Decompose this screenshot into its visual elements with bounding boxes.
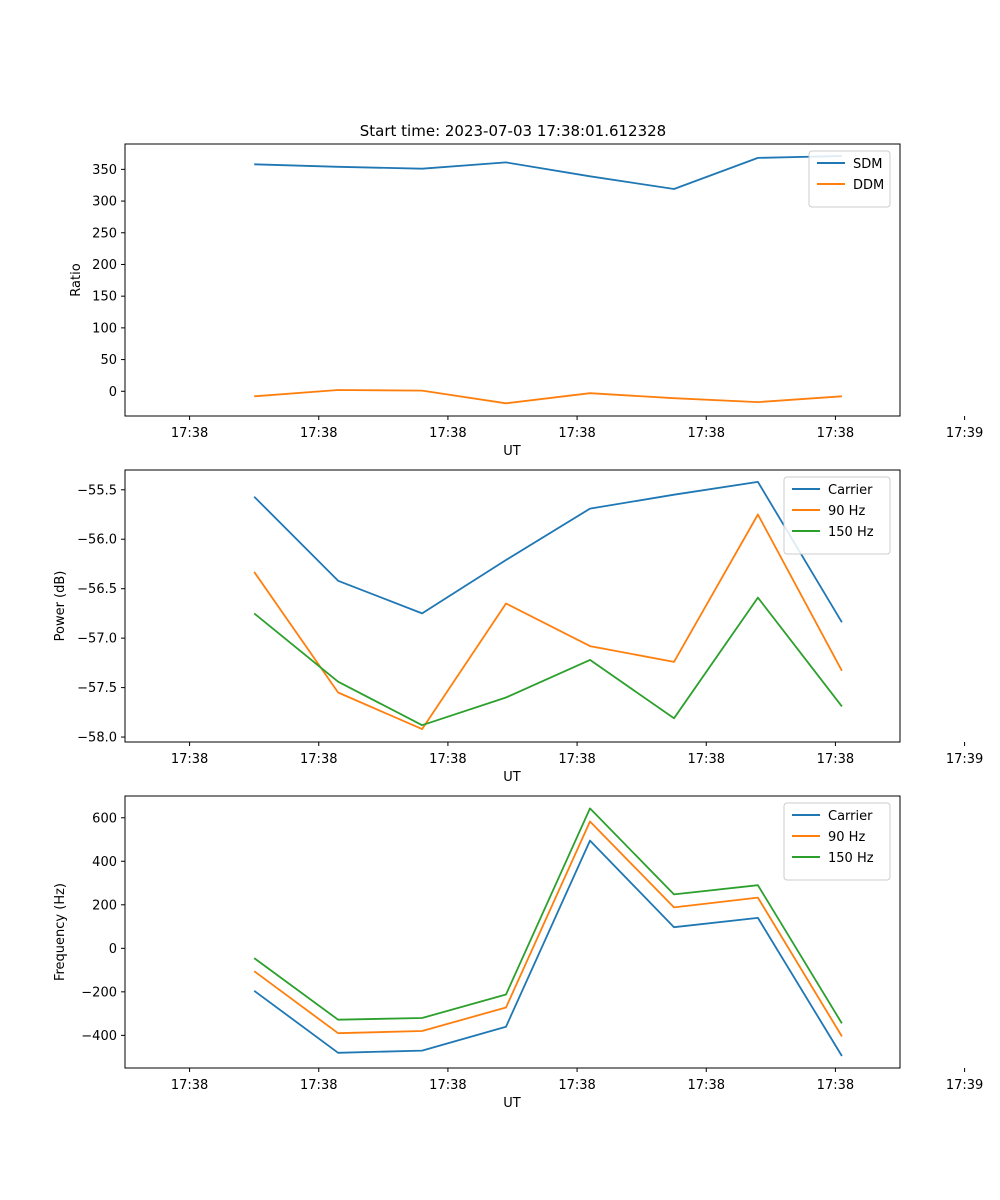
y-tick-label: −56.0 (77, 533, 117, 548)
legend-label: Carrier (828, 809, 873, 824)
x-tick-label: 17:38 (429, 752, 466, 767)
x-tick-label: 17:39 (946, 752, 983, 767)
y-tick-label: 0 (109, 942, 117, 957)
y-tick-label: 100 (92, 321, 117, 336)
x-tick-label: 17:38 (558, 426, 595, 441)
x-tick-label: 17:38 (171, 1078, 208, 1093)
x-tick-label: 17:38 (171, 752, 208, 767)
legend-label: Carrier (828, 483, 873, 498)
y-tick-label: −57.0 (77, 632, 117, 647)
y-tick-label: 250 (92, 226, 117, 241)
legend: Carrier 90 Hz 150 Hz (783, 476, 891, 555)
series-line-sdm (254, 155, 842, 190)
y-axis-label: Power (dB) (53, 571, 68, 642)
chart-panel-3: 17:38 17:38 17:38 17:38 17:38 17:38 17:39 −400 −… (53, 795, 983, 1111)
plot-frame (124, 143, 901, 417)
x-tick-label: 17:38 (558, 752, 595, 767)
y-tick-label: 350 (92, 163, 117, 178)
charts-container: 17:38 17:38 17:38 17:38 17:38 17:38 17:39 0 50 10… (53, 143, 983, 1111)
y-axis-label: Frequency (Hz) (53, 883, 68, 981)
plot-frame (124, 795, 901, 1069)
y-tick-label: 150 (92, 290, 117, 305)
x-tick-label: 17:38 (429, 426, 466, 441)
x-tick-label: 17:38 (300, 752, 337, 767)
y-tick-label: 200 (92, 898, 117, 913)
x-tick-label: 17:38 (688, 1078, 725, 1093)
x-tick-label: 17:38 (171, 426, 208, 441)
x-tick-label: 17:38 (688, 752, 725, 767)
plot-frame (124, 469, 901, 743)
legend-label: 90 Hz (828, 830, 865, 845)
x-tick-label: 17:38 (817, 752, 854, 767)
legend-label: 150 Hz (828, 851, 874, 866)
x-tick-label: 17:39 (946, 426, 983, 441)
x-tick-label: 17:38 (817, 1078, 854, 1093)
y-tick-label: −58.0 (77, 731, 117, 746)
x-tick-label: 17:38 (300, 1078, 337, 1093)
series-line-90-hz (253, 513, 843, 730)
y-tick-label: −57.5 (77, 681, 117, 696)
y-tick-label: 200 (92, 258, 117, 273)
x-tick-label: 17:38 (558, 1078, 595, 1093)
x-tick-label: 17:38 (300, 426, 337, 441)
series-line-carrier (253, 480, 843, 623)
series-line-ddm (254, 389, 842, 405)
y-tick-label: −55.5 (77, 483, 117, 498)
legend: Carrier 90 Hz 150 Hz (783, 802, 891, 881)
y-tick-label: −400 (81, 1029, 117, 1044)
y-tick-label: 300 (92, 195, 117, 210)
x-tick-label: 17:38 (688, 426, 725, 441)
y-tick-label: 50 (100, 353, 117, 368)
x-tick-label: 17:39 (946, 1078, 983, 1093)
legend-box (808, 150, 891, 208)
series-line-90-hz (253, 820, 843, 1037)
legend-box (783, 802, 891, 881)
x-tick-label: 17:38 (429, 1078, 466, 1093)
legend-label: 150 Hz (828, 525, 874, 540)
y-tick-label: 0 (109, 385, 117, 400)
legend-box (783, 476, 891, 555)
y-tick-label: −200 (81, 985, 117, 1000)
x-axis-label: UT (503, 444, 521, 459)
figure-title: Start time: 2023-07-03 17:38:01.612328 (360, 122, 666, 140)
chart-panel-1: 17:38 17:38 17:38 17:38 17:38 17:38 17:39 0 50 10… (69, 143, 983, 459)
series-line-carrier (253, 839, 843, 1057)
x-tick-label: 17:38 (817, 426, 854, 441)
series-line-150-hz (253, 596, 843, 727)
x-axis-label: UT (503, 770, 521, 785)
legend-label: 90 Hz (828, 504, 865, 519)
legend-label: SDM (853, 157, 882, 172)
y-tick-label: 600 (92, 811, 117, 826)
chart-panel-2: 17:38 17:38 17:38 17:38 17:38 17:38 17:39 −58.0… (53, 469, 983, 785)
legend: SDM DDM (808, 150, 891, 208)
x-axis-label: UT (503, 1096, 521, 1111)
y-tick-label: 400 (92, 855, 117, 870)
y-axis-label: Ratio (69, 263, 84, 296)
legend-label: DDM (853, 178, 884, 193)
series-line-150-hz (253, 807, 843, 1024)
y-tick-label: −56.5 (77, 582, 117, 597)
